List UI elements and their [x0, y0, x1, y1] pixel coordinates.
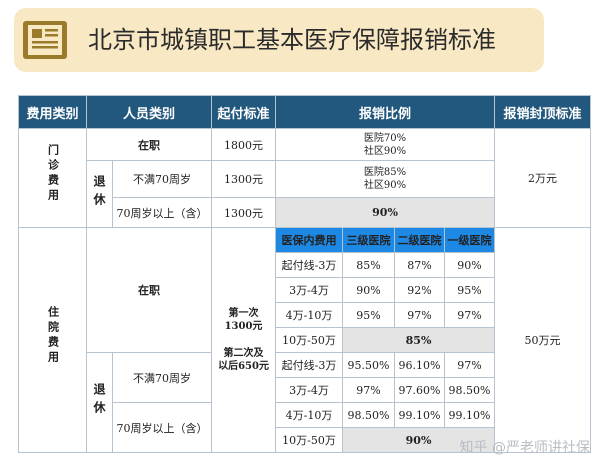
table-row: 退休 不满70周岁 起付线-3万 95.50% 96.10% 97%	[19, 352, 591, 453]
ratio-cell: 90%	[342, 277, 396, 303]
ratio-cell: 96.10%	[394, 352, 446, 378]
range-cell: 3万-4万	[275, 277, 344, 303]
outpatient-deductible: 1800元	[211, 128, 277, 161]
outpatient-cap: 2万元	[494, 128, 592, 228]
outpatient-category-label: 门诊费用	[46, 144, 60, 204]
range-cell: 起付线-3万	[275, 252, 344, 278]
range-cell: 10万-50万	[275, 427, 344, 453]
inpatient-category: 住院费用	[18, 227, 87, 453]
outpatient-ratio: 90%	[275, 197, 496, 228]
sub-header-in-scope: 医保内费用	[275, 227, 344, 253]
deductible-line: 第一次	[228, 308, 259, 319]
inpatient-over-70: 70周岁以上（含）	[111, 402, 213, 453]
outpatient-in-service: 在职	[85, 128, 213, 161]
outpatient-over-70: 70周岁以上（含）	[111, 197, 213, 228]
outpatient-ratio: 医院85% 社区90%	[275, 160, 496, 198]
document-icon	[23, 21, 67, 59]
header-category: 费用类别	[18, 95, 87, 129]
table-row: 70周岁以上（含） 4万-10万 98.50% 99.10% 99.10%	[19, 402, 591, 453]
ratio-cell: 95%	[342, 302, 396, 328]
ratio-cell: 90%	[444, 252, 496, 278]
ratio-cell: 99.10%	[444, 402, 496, 428]
table-row: 3万-4万 90% 92% 95%	[19, 277, 591, 303]
ratio-cell: 97%	[394, 302, 446, 328]
outpatient-ratio: 医院70% 社区90%	[275, 128, 496, 161]
ratio-line: 社区90%	[363, 145, 407, 157]
retired-label: 退休	[92, 383, 106, 419]
watermark: 知乎 @严老师讲社保	[459, 440, 590, 456]
page-title: 北京市城镇职工基本医疗保障报销标准	[88, 26, 496, 54]
range-cell: 4万-10万	[275, 302, 344, 328]
merged-ratio-cell: 85%	[342, 327, 496, 353]
header-row: 费用类别 人员类别 起付标准 报销比例 报销封顶标准	[18, 95, 592, 129]
ratio-cell: 97%	[444, 302, 496, 328]
range-cell: 起付线-3万	[275, 352, 344, 378]
header-cap: 报销封顶标准	[494, 95, 592, 129]
ratio-cell: 85%	[342, 252, 396, 278]
range-cell: 3万-4万	[275, 377, 344, 403]
inpatient-under-70: 不满70周岁	[111, 352, 213, 403]
merged-ratio-cell: 90%	[342, 427, 496, 453]
ratio-cell: 95.50%	[342, 352, 396, 378]
ratio-line: 医院85%	[363, 167, 407, 178]
deductible-line: 1300元	[224, 321, 263, 332]
table-row: 70周岁以上（含） 1300元 90%	[19, 197, 591, 228]
ratio-cell: 99.10%	[394, 402, 446, 428]
deductible-line: 第二次及	[223, 348, 264, 359]
ratio-cell: 98.50%	[444, 377, 496, 403]
table-row: 退休 不满70周岁 1300元 医院85% 社区90%	[19, 160, 591, 228]
header-ratio: 报销比例	[275, 95, 496, 129]
ratio-cell: 97.60%	[394, 377, 446, 403]
inpatient-category-label: 住院费用	[46, 306, 60, 366]
inpatient-cap: 50万元	[494, 227, 592, 453]
ratio-cell: 95%	[444, 277, 496, 303]
outpatient-retired: 退休	[86, 160, 113, 228]
outpatient-deductible: 1300元	[211, 197, 277, 228]
inpatient-deductible: 第一次 1300元 第二次及 以后650元	[211, 227, 277, 453]
deductible-line: 以后650元	[218, 361, 269, 372]
ratio-cell: 92%	[394, 277, 446, 303]
header-person: 人员类别	[85, 95, 213, 129]
reimbursement-table: 费用类别 人员类别 起付标准 报销比例 报销封顶标准 门诊费用 在职 1800元…	[18, 95, 592, 453]
retired-label: 退休	[92, 174, 106, 211]
range-cell: 4万-10万	[275, 402, 344, 428]
sub-header-tier3: 三级医院	[342, 227, 396, 253]
table-row: 门诊费用 在职 1800元 医院70% 社区90% 2万元	[18, 128, 592, 228]
title-banner	[14, 8, 544, 72]
sub-header-tier2: 二级医院	[394, 227, 446, 253]
outpatient-under-70: 不满70周岁	[111, 160, 213, 198]
inpatient-in-service: 在职	[85, 227, 213, 353]
sub-header-tier1: 一级医院	[444, 227, 496, 253]
table-row: 10万-50万 90%	[19, 427, 591, 453]
ratio-cell: 97%	[444, 352, 496, 378]
outpatient-category: 门诊费用	[18, 128, 87, 228]
range-cell: 10万-50万	[275, 327, 344, 353]
table-row: 4万-10万 95% 97% 97%	[19, 302, 591, 328]
table-row: 起付线-3万 85% 87% 90%	[19, 252, 591, 278]
table-row: 10万-50万 85%	[19, 327, 591, 353]
ratio-cell: 98.50%	[342, 402, 396, 428]
header-deductible: 起付标准	[211, 95, 277, 129]
ratio-cell: 97%	[342, 377, 396, 403]
ratio-cell: 87%	[394, 252, 446, 278]
table-row: 住院费用 在职 第一次 1300元 第二次及 以后650元 医保内费用 三级医院…	[18, 227, 592, 453]
ratio-line: 社区90%	[363, 180, 407, 191]
outpatient-deductible: 1300元	[211, 160, 277, 198]
ratio-line: 医院70%	[363, 132, 407, 144]
inpatient-retired: 退休	[86, 352, 113, 453]
